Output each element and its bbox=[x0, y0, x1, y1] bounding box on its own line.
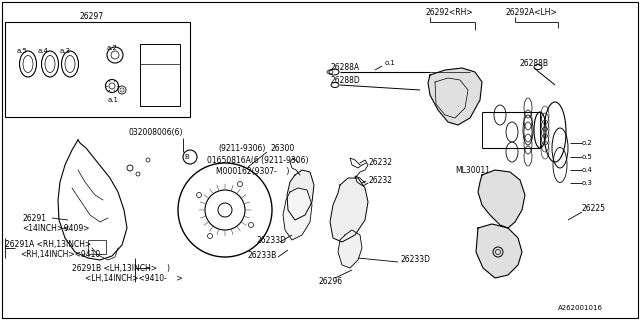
Text: o.4: o.4 bbox=[582, 167, 593, 173]
Text: a.5: a.5 bbox=[17, 48, 28, 54]
Text: a.2: a.2 bbox=[107, 45, 118, 51]
Text: o.5: o.5 bbox=[582, 154, 593, 160]
Text: o.3: o.3 bbox=[582, 180, 593, 186]
Text: 26291: 26291 bbox=[22, 213, 46, 222]
Text: a.3: a.3 bbox=[60, 48, 71, 54]
Polygon shape bbox=[283, 188, 312, 240]
Text: A262001016: A262001016 bbox=[558, 305, 603, 311]
Text: 26292A<LH>: 26292A<LH> bbox=[505, 7, 557, 17]
Text: 26225: 26225 bbox=[582, 204, 606, 212]
Text: o.1: o.1 bbox=[385, 60, 396, 66]
Polygon shape bbox=[478, 170, 525, 228]
Polygon shape bbox=[428, 68, 482, 125]
Text: <RH,14INCH><9410-: <RH,14INCH><9410- bbox=[20, 250, 103, 259]
Text: <LH,14INCH><9410-    >: <LH,14INCH><9410- > bbox=[85, 274, 182, 283]
Text: 26233B: 26233B bbox=[247, 252, 276, 260]
Polygon shape bbox=[287, 170, 314, 220]
Text: ): ) bbox=[166, 263, 169, 273]
Text: ML30011: ML30011 bbox=[455, 165, 490, 174]
Text: a.4: a.4 bbox=[38, 48, 49, 54]
Text: M000162(9307-    ): M000162(9307- ) bbox=[216, 166, 289, 175]
Text: 26233D: 26233D bbox=[400, 255, 430, 265]
Polygon shape bbox=[476, 224, 522, 278]
Text: a.1: a.1 bbox=[108, 97, 119, 103]
Bar bbox=[88, 240, 106, 254]
Text: 26288B: 26288B bbox=[520, 59, 549, 68]
Text: 26232: 26232 bbox=[368, 175, 392, 185]
Text: 01650816A(6 (9211-9306): 01650816A(6 (9211-9306) bbox=[207, 156, 308, 164]
Text: 26300: 26300 bbox=[270, 143, 294, 153]
Polygon shape bbox=[330, 178, 368, 242]
Text: 032008006(6): 032008006(6) bbox=[128, 127, 182, 137]
Text: (9211-9306): (9211-9306) bbox=[218, 143, 266, 153]
Polygon shape bbox=[338, 230, 362, 268]
Text: 26232: 26232 bbox=[368, 157, 392, 166]
Text: B: B bbox=[184, 154, 189, 160]
Text: 26292<RH>: 26292<RH> bbox=[425, 7, 472, 17]
Text: 26296: 26296 bbox=[318, 277, 342, 286]
Text: <14INCH><: <14INCH>< bbox=[22, 223, 69, 233]
Text: 26297: 26297 bbox=[80, 12, 104, 20]
Bar bbox=[140, 44, 180, 106]
Text: o.2: o.2 bbox=[582, 140, 593, 146]
Text: 26288A: 26288A bbox=[330, 62, 359, 71]
Text: 26288D: 26288D bbox=[330, 76, 360, 84]
Text: 26291A <RH,13INCH>: 26291A <RH,13INCH> bbox=[5, 239, 92, 249]
Text: -9409>: -9409> bbox=[62, 223, 90, 233]
Bar bbox=[5, 22, 190, 117]
Text: 26291B <LH,13INCH>: 26291B <LH,13INCH> bbox=[72, 263, 157, 273]
Text: 26233D: 26233D bbox=[256, 236, 286, 244]
